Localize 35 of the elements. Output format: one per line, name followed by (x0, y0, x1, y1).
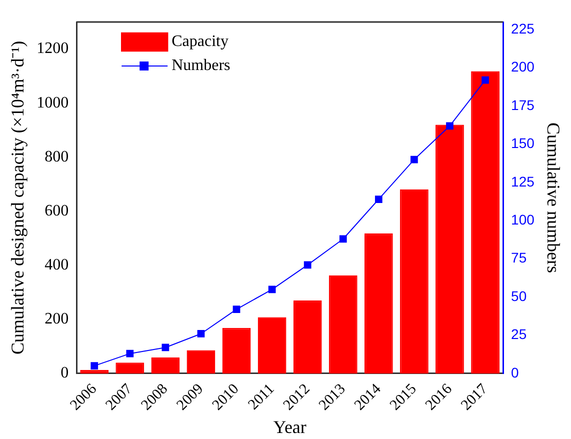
y-tick-label: 400 (44, 256, 69, 274)
y-tick-label: 200 (44, 310, 69, 328)
y-axis-title: Cumulative designed capacity (×10⁴m³·d⁻¹) (8, 40, 28, 355)
point (232, 306, 240, 313)
point (162, 344, 170, 352)
y2-tick-label: 175 (511, 96, 535, 113)
legend-label: Numbers (172, 57, 230, 74)
y2-tick-label: 25 (511, 326, 527, 342)
y2-tick-label: 125 (511, 173, 535, 190)
point (90, 362, 98, 370)
point (410, 156, 418, 164)
point (126, 350, 134, 358)
point (197, 330, 205, 338)
y-tick-label: 1000 (36, 94, 69, 112)
point (268, 286, 276, 294)
x-tick-label: 2011 (246, 381, 278, 414)
point (446, 122, 454, 130)
y2-axis-title: Cumulative numbers (543, 122, 564, 273)
y2-tick-label: 50 (511, 288, 527, 304)
y-tick-label: 600 (44, 202, 69, 220)
x-axis-title: Year (273, 416, 306, 437)
point (374, 196, 382, 203)
point (482, 76, 489, 84)
point (339, 235, 347, 243)
legend-label: Capacity (172, 33, 228, 50)
y2-tick-label: 225 (511, 20, 535, 36)
y2-tick-label: 100 (511, 212, 535, 228)
y-tick-label: 0 (60, 364, 69, 382)
y2-tick-label: 0 (511, 364, 520, 380)
y2-tick-label: 75 (511, 250, 527, 266)
point (304, 261, 312, 269)
y2-tick-label: 150 (511, 135, 535, 152)
y-tick-label: 1200 (36, 40, 69, 58)
y2-tick-label: 200 (511, 58, 535, 75)
y-tick-label: 800 (44, 148, 69, 166)
